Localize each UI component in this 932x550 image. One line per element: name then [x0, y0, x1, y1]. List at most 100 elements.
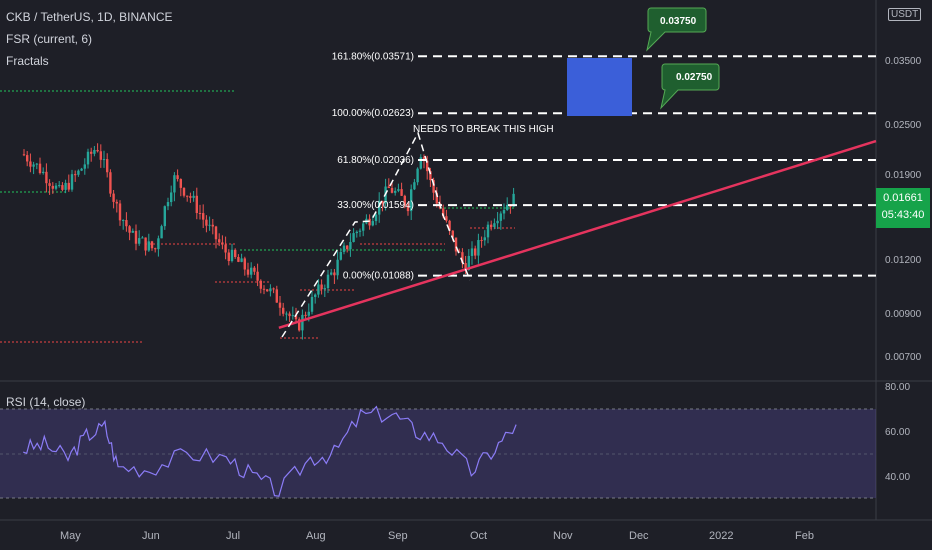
candle-body [22, 154, 26, 156]
candle-body [326, 274, 330, 289]
candle-body [496, 220, 499, 224]
fib-label: 61.80%(0.02036) [337, 155, 414, 166]
candle-body [227, 252, 230, 262]
candle-body [381, 200, 384, 204]
candle-body [86, 151, 90, 165]
candle-body [298, 319, 301, 331]
candle-body [224, 244, 227, 253]
candle-body [163, 206, 166, 227]
candle-body [42, 171, 45, 174]
candle-body [400, 189, 403, 196]
candle-body [272, 288, 275, 290]
candle-body [458, 251, 461, 253]
price-tick: 0.00700 [885, 352, 922, 363]
candle-body [192, 195, 195, 198]
price-tick: 0.01900 [885, 170, 922, 181]
wave-path [281, 131, 471, 338]
candle-body [186, 195, 189, 197]
candle-body [349, 241, 352, 250]
candle-body [29, 161, 32, 167]
candle-body [355, 231, 358, 234]
candle-body [266, 289, 269, 292]
candle-body [70, 174, 74, 190]
candle-body [134, 230, 138, 244]
candle-body [250, 267, 253, 275]
candle-body [483, 237, 486, 241]
date-tick: Nov [553, 530, 573, 542]
candle-body [422, 157, 426, 161]
candle-body [109, 172, 112, 194]
candle-body [115, 201, 118, 204]
candle-body [118, 203, 122, 221]
candle-body [147, 241, 150, 251]
candle-body [336, 259, 339, 276]
candle-body [182, 187, 186, 196]
price-tick: 0.02500 [885, 120, 922, 131]
rsi-tick: 60.00 [885, 427, 910, 438]
candle-body [83, 164, 86, 169]
indicator-rsi[interactable]: RSI (14, close) [6, 395, 86, 409]
candle-body [106, 159, 109, 173]
candle-body [90, 151, 93, 154]
candle-body [218, 239, 221, 243]
candle-body [493, 223, 496, 227]
candle-body [128, 226, 131, 233]
date-tick: Jul [226, 530, 240, 542]
current-price-value: 0.01661 [883, 192, 923, 204]
date-tick: Aug [306, 530, 326, 542]
candle-body [26, 155, 29, 162]
candle-body [387, 186, 390, 188]
candle-body [179, 179, 182, 188]
candle-body [253, 267, 256, 272]
chart-title[interactable]: CKB / TetherUS, 1D, BINANCE [6, 10, 173, 24]
candle-body [426, 160, 429, 172]
candle-body [122, 220, 125, 222]
candle-body [150, 241, 154, 249]
date-tick: Jun [142, 530, 160, 542]
indicator-fsr[interactable]: FSR (current, 6) [6, 32, 93, 46]
price-axis: 0.03500 0.02500 0.01900 0.01200 0.00900 … [885, 56, 922, 483]
candle-body [314, 294, 317, 297]
indicator-fractals[interactable]: Fractals [6, 54, 49, 68]
candle-body [333, 272, 336, 276]
candle-body [243, 258, 246, 270]
candle-body [138, 238, 141, 244]
candle-body [291, 315, 294, 317]
candle-body [195, 195, 198, 213]
candle-body [173, 175, 176, 193]
candle-body [125, 220, 128, 227]
candle-body [464, 263, 467, 270]
currency-button[interactable]: USDT [888, 8, 922, 21]
candle-body [262, 288, 266, 290]
candle-body [301, 314, 304, 331]
date-tick: Feb [795, 530, 814, 542]
candle-body [112, 193, 115, 202]
rsi-line [23, 405, 517, 497]
price-axis-bg [876, 0, 932, 550]
candle-body [58, 185, 61, 187]
candle-body [317, 284, 320, 295]
candle-body [374, 214, 378, 222]
candle-body [499, 213, 502, 221]
candle-body [54, 185, 58, 189]
candle-body [442, 208, 445, 217]
candle-body [38, 163, 42, 174]
candle-body [214, 226, 218, 240]
candle-body [477, 240, 480, 256]
price-tick: 0.01200 [885, 255, 922, 266]
candle-body [294, 315, 298, 320]
candle-body [394, 190, 397, 193]
price-tick: 0.00900 [885, 309, 922, 320]
candle-body [410, 189, 413, 212]
candle-body [448, 220, 451, 231]
candle-body [35, 163, 38, 165]
candle-body [205, 219, 208, 226]
target-box [567, 58, 632, 116]
candle-body [166, 202, 170, 207]
candle-body [490, 224, 493, 227]
candle-body [48, 183, 51, 186]
candle-body [358, 230, 362, 232]
candle-body [160, 226, 163, 239]
candle-body [346, 245, 349, 250]
